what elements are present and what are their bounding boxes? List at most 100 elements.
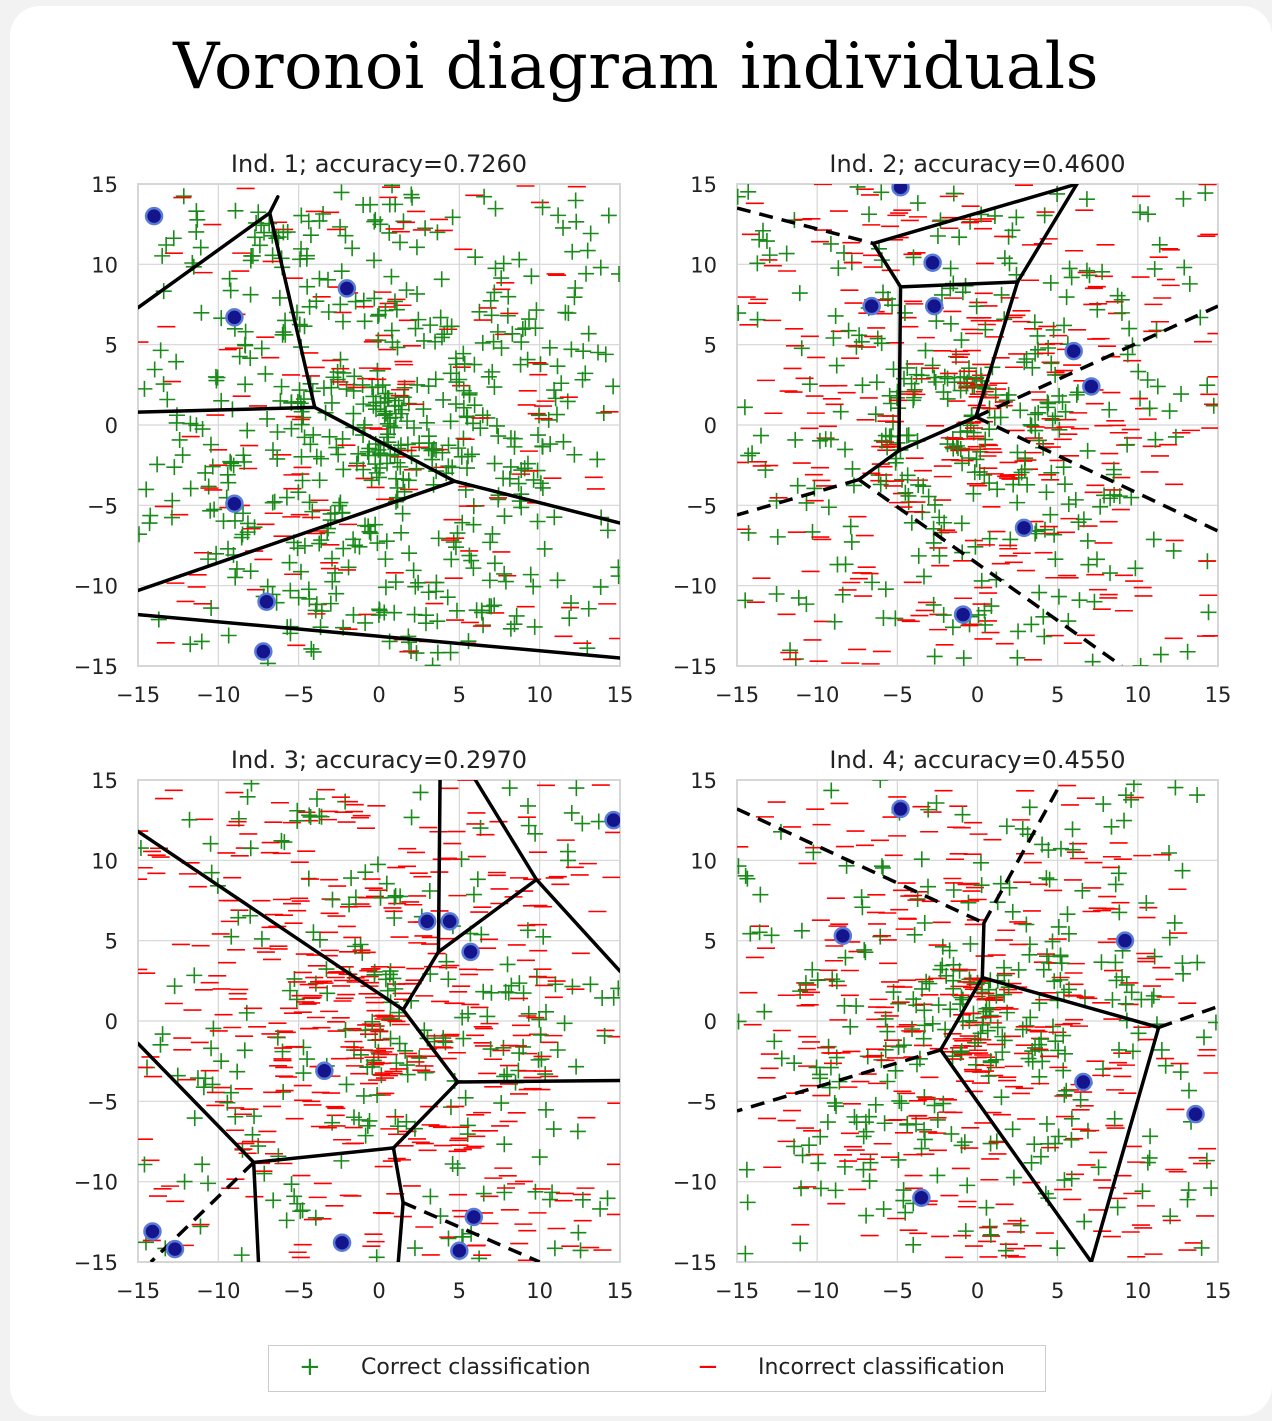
correct-marker	[329, 364, 346, 381]
correct-marker	[368, 1249, 385, 1262]
correct-marker	[282, 582, 299, 599]
correct-marker	[842, 1018, 859, 1035]
correct-marker	[409, 376, 426, 393]
correct-marker	[307, 602, 324, 619]
correct-marker	[324, 573, 341, 590]
voronoi-edge	[138, 829, 405, 1012]
voronoi-center	[912, 1188, 931, 1207]
correct-marker	[1051, 421, 1068, 438]
correct-marker	[440, 971, 457, 988]
correct-marker	[1038, 484, 1055, 501]
correct-marker	[510, 475, 527, 492]
correct-marker	[981, 999, 998, 1016]
correct-marker	[383, 268, 400, 285]
correct-marker	[867, 1096, 884, 1113]
correct-marker	[356, 416, 373, 433]
correct-marker	[389, 1118, 406, 1135]
y-tick-label: −5	[686, 1090, 717, 1114]
correct-marker	[982, 1007, 999, 1024]
correct-marker	[1064, 821, 1081, 838]
correct-marker	[965, 485, 982, 502]
correct-marker	[1018, 351, 1035, 367]
correct-marker	[398, 1113, 415, 1130]
correct-marker	[1063, 269, 1080, 286]
correct-marker	[920, 801, 937, 818]
correct-marker	[319, 985, 336, 1002]
correct-marker	[1042, 506, 1059, 523]
correct-marker	[376, 604, 393, 621]
correct-marker	[343, 870, 360, 887]
correct-marker	[874, 859, 891, 876]
center-layer	[143, 810, 620, 1261]
voronoi-center	[417, 912, 437, 931]
correct-marker	[362, 196, 379, 213]
correct-marker	[1166, 914, 1183, 931]
correct-marker	[293, 448, 310, 465]
correct-marker	[737, 399, 753, 416]
correct-marker	[751, 231, 768, 248]
y-tick-label: −10	[74, 575, 118, 599]
correct-marker	[1074, 882, 1091, 899]
correct-marker	[945, 882, 962, 899]
correct-marker	[475, 983, 492, 1000]
correct-marker	[459, 460, 476, 477]
correct-marker	[1132, 204, 1149, 221]
correct-marker	[345, 405, 362, 422]
correct-marker	[513, 334, 530, 351]
correct-marker	[910, 476, 927, 493]
correct-marker	[305, 924, 322, 941]
correct-marker	[1140, 206, 1157, 223]
correct-marker	[1180, 1182, 1197, 1199]
correct-marker	[590, 813, 607, 830]
correct-marker	[810, 1155, 827, 1172]
correct-marker	[483, 984, 500, 1001]
correct-marker	[999, 392, 1016, 409]
voronoi-center	[1115, 931, 1135, 950]
correct-marker	[740, 447, 757, 464]
correct-marker	[966, 464, 983, 481]
correct-marker	[435, 391, 452, 408]
correct-marker	[904, 1021, 921, 1037]
correct-marker	[890, 1151, 907, 1168]
correct-marker	[381, 196, 398, 213]
correct-marker	[225, 457, 242, 474]
voronoi-edge	[401, 950, 441, 1012]
correct-marker	[1056, 317, 1073, 334]
correct-marker	[392, 458, 409, 475]
correct-marker	[982, 1135, 999, 1152]
y-tick-label: −15	[74, 1251, 118, 1275]
correct-marker	[537, 1066, 554, 1083]
correct-marker	[1105, 461, 1122, 478]
voronoi-center	[862, 296, 881, 316]
correct-marker	[926, 648, 943, 665]
correct-marker	[739, 1194, 756, 1211]
correct-marker	[406, 1120, 423, 1137]
correct-marker	[546, 509, 563, 526]
correct-marker	[440, 458, 457, 475]
correct-marker	[1010, 623, 1027, 640]
correct-marker	[566, 289, 583, 306]
correct-marker	[273, 832, 290, 849]
correct-marker	[786, 1138, 803, 1155]
correct-marker	[497, 573, 514, 590]
correct-marker	[482, 292, 499, 309]
correct-marker	[467, 249, 484, 266]
correct-marker	[454, 514, 471, 531]
correct-marker	[952, 1044, 969, 1061]
correct-marker	[300, 213, 317, 230]
correct-marker	[1179, 643, 1196, 660]
correct-marker	[357, 864, 374, 881]
correct-marker	[1060, 925, 1077, 942]
voronoi-edge	[938, 1048, 1094, 1262]
correct-marker	[1038, 948, 1055, 965]
y-tick-label: −10	[673, 575, 717, 599]
correct-marker	[950, 440, 967, 457]
voronoi-edge	[251, 1160, 261, 1262]
correct-marker	[979, 1022, 996, 1039]
correct-marker	[548, 406, 565, 423]
correct-marker	[944, 619, 961, 636]
correct-marker	[417, 220, 434, 237]
correct-marker	[372, 445, 389, 462]
correct-marker	[989, 1019, 1006, 1036]
correct-marker	[138, 380, 153, 397]
